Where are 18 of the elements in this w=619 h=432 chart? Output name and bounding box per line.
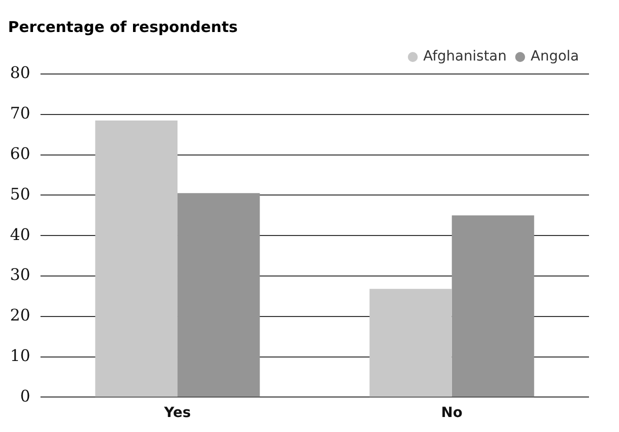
y-tick-label: 20 bbox=[10, 306, 30, 325]
y-tick-label: 80 bbox=[10, 63, 30, 82]
y-tick-label: 50 bbox=[10, 184, 30, 204]
x-tick-label: Yes bbox=[163, 405, 191, 422]
y-tick-label: 10 bbox=[10, 346, 30, 365]
bar bbox=[95, 120, 178, 397]
y-tick-label: 40 bbox=[10, 224, 30, 244]
bar bbox=[370, 288, 452, 397]
bar bbox=[178, 193, 260, 397]
x-tick-label: No bbox=[441, 405, 463, 422]
chart-title: Percentage of respondents bbox=[8, 18, 238, 36]
legend-label: Angola bbox=[530, 48, 580, 65]
y-tick-label: 70 bbox=[10, 104, 30, 123]
y-tick-label: 0 bbox=[20, 386, 30, 406]
legend-label: Afghanistan bbox=[423, 48, 507, 65]
bar bbox=[452, 215, 534, 397]
y-tick-label: 60 bbox=[10, 144, 30, 163]
y-tick-label: 30 bbox=[10, 265, 30, 284]
